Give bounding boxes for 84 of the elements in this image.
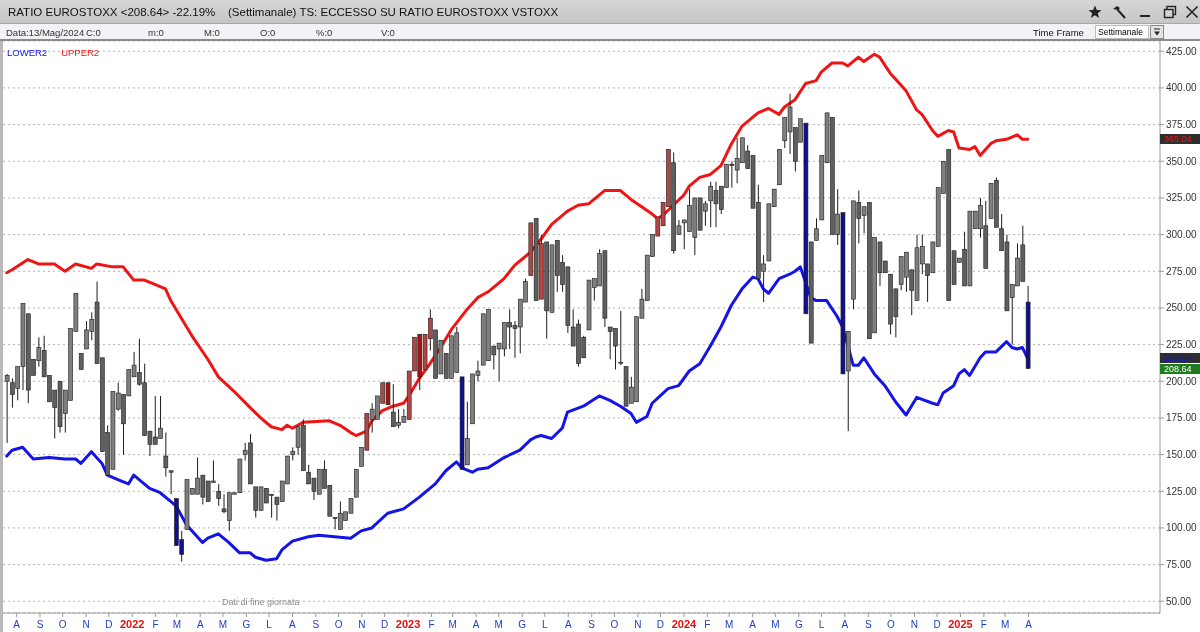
- x-tick-label: M: [218, 619, 228, 630]
- annotation: Dati di fine giornata: [222, 597, 300, 608]
- y-tick-label: 400.00: [1166, 82, 1198, 94]
- y-tick-label: 50.00: [1166, 595, 1192, 607]
- x-tick-label: D: [656, 619, 665, 630]
- x-tick-label: O: [610, 619, 619, 630]
- text: m:0: [148, 27, 164, 38]
- text: V:0: [381, 27, 395, 38]
- text: 365.04: [1160, 134, 1200, 145]
- x-tick-label: S: [312, 619, 320, 630]
- text: %:0: [316, 27, 333, 38]
- x-tick-label: F: [704, 619, 711, 630]
- x-tick-label: F: [980, 619, 987, 630]
- text: O:0: [260, 27, 276, 38]
- text: 215.54: [1160, 353, 1200, 364]
- x-tick-label: D: [381, 619, 389, 630]
- candlestick: [618, 310, 624, 366]
- chart-subtitle: (Settimanale) TS: ECCESSO SU RATIO EUROSTOXX VSTOXX: [228, 5, 559, 19]
- x-tick-label: 2025: [948, 618, 973, 630]
- y-tick-label: 100.00: [1166, 522, 1198, 534]
- x-tick-label: A: [196, 619, 204, 630]
- text: Time Frame: [1033, 27, 1084, 38]
- x-tick-label: D: [933, 619, 941, 630]
- x-tick-label: G: [518, 619, 527, 630]
- x-tick-label: L: [818, 619, 825, 630]
- x-tick-label: A: [564, 619, 572, 630]
- x-tick-label: M: [172, 619, 181, 630]
- candlestick: [4, 373, 10, 444]
- candlestick: [216, 483, 222, 507]
- x-tick-label: M: [494, 619, 503, 630]
- text: Data:13/Mag/2024: [6, 27, 85, 38]
- candlestick: [814, 217, 819, 241]
- text: 208.64: [1160, 363, 1200, 374]
- x-tick-label: A: [289, 619, 297, 630]
- x-tick-label: S: [36, 619, 44, 630]
- x-tick-label: A: [13, 619, 21, 630]
- x-tick-label: O: [58, 619, 67, 630]
- x-tick-label: L: [542, 619, 549, 630]
- text: C:0: [86, 27, 101, 38]
- x-tick-label: S: [864, 619, 872, 630]
- x-tick-label: F: [428, 619, 435, 630]
- x-tick-label: D: [105, 619, 113, 630]
- x-tick-label: N: [634, 619, 642, 630]
- y-tick-label: 325.00: [1166, 192, 1198, 204]
- x-tick-label: A: [841, 619, 849, 630]
- y-tick-label: 275.00: [1166, 265, 1198, 277]
- x-tick-label: M: [725, 619, 734, 630]
- y-tick-label: 250.00: [1166, 302, 1198, 314]
- y-tick-label: 300.00: [1166, 229, 1198, 241]
- x-tick-label: S: [588, 619, 596, 630]
- x-tick-label: N: [910, 619, 919, 630]
- candlestick: [163, 432, 169, 478]
- y-tick-label: 75.00: [1166, 559, 1192, 571]
- x-tick-label: A: [749, 619, 757, 630]
- x-tick-label: G: [794, 619, 803, 630]
- x-tick-label: G: [242, 619, 251, 630]
- y-tick-label: 175.00: [1166, 412, 1198, 424]
- x-tick-label: M: [1000, 619, 1010, 630]
- y-tick-label: 350.00: [1166, 155, 1198, 167]
- x-tick-label: 2023: [395, 618, 421, 630]
- x-tick-label: N: [358, 619, 366, 630]
- x-tick-label: A: [1025, 619, 1033, 630]
- text: UPPER2: [61, 47, 100, 58]
- x-tick-label: F: [152, 619, 159, 630]
- x-tick-label: N: [82, 619, 90, 630]
- line-series: [5, 52, 1030, 438]
- y-tick-label: 125.00: [1166, 485, 1198, 497]
- x-tick-label: M: [771, 619, 780, 630]
- x-tick-label: 2024: [671, 618, 698, 630]
- y-tick-label: 150.00: [1166, 449, 1198, 461]
- x-tick-label: O: [887, 619, 896, 630]
- x-tick-label: L: [266, 619, 273, 630]
- x-tick-label: O: [334, 619, 343, 630]
- x-tick-label: M: [448, 619, 457, 630]
- text: M:0: [204, 27, 220, 38]
- y-tick-label: 200.00: [1166, 375, 1198, 387]
- candlestick: [168, 470, 174, 495]
- text: LOWER2: [7, 47, 48, 58]
- y-tick-label: 425.00: [1166, 45, 1198, 57]
- chart-title: RATIO EUROSTOXX <208.64> -22.19%: [8, 5, 216, 19]
- x-tick-label: A: [472, 619, 480, 630]
- y-tick-label: 375.00: [1166, 119, 1198, 131]
- x-tick-label: 2022: [119, 618, 145, 630]
- y-tick-label: 225.00: [1166, 339, 1198, 351]
